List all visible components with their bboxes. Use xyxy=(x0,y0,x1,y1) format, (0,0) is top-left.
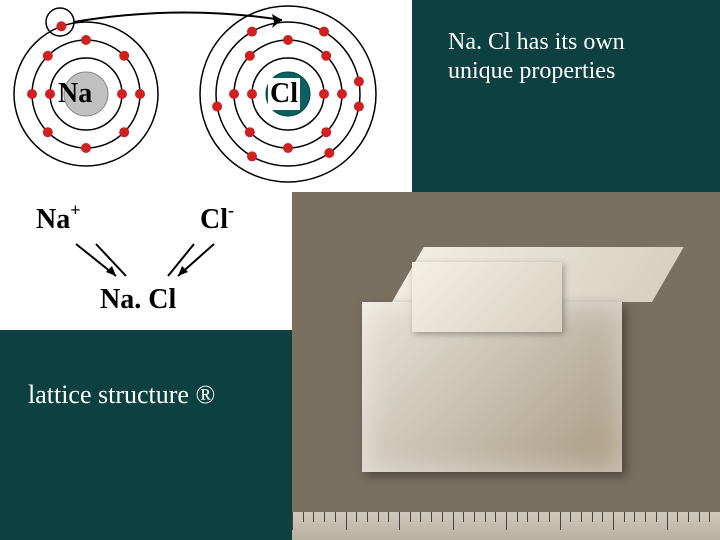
electron-icon xyxy=(245,127,255,137)
electron-icon xyxy=(119,127,129,137)
ruler-tick xyxy=(485,512,486,522)
electron-icon xyxy=(324,148,334,158)
ruler-tick xyxy=(517,512,518,522)
ruler-tick xyxy=(442,512,443,522)
ruler-tick xyxy=(634,512,635,522)
title-line1: Na. Cl has its own xyxy=(448,29,625,55)
electron-icon xyxy=(43,51,53,61)
ruler-tick xyxy=(431,512,432,522)
ruler-tick xyxy=(399,512,400,530)
ruler-tick xyxy=(645,512,646,522)
ruler-tick xyxy=(613,512,614,530)
electron-icon xyxy=(319,27,329,37)
ruler-tick xyxy=(292,512,293,530)
ruler-tick xyxy=(474,512,475,522)
arrow-head-icon xyxy=(272,14,282,28)
electron-icon xyxy=(56,21,66,31)
crystal-cube-inner xyxy=(412,262,562,332)
ruler-tick xyxy=(378,512,379,522)
ruler-tick xyxy=(699,512,700,522)
electron-icon xyxy=(247,151,257,161)
ruler-tick xyxy=(495,512,496,522)
ruler-tick xyxy=(303,512,304,522)
ruler-tick xyxy=(388,512,389,522)
ruler-tick xyxy=(335,512,336,522)
ruler-tick xyxy=(570,512,571,522)
ruler-tick xyxy=(367,512,368,522)
ruler-tick xyxy=(602,512,603,522)
electron-icon xyxy=(319,89,329,99)
ruler-tick xyxy=(313,512,314,522)
ions-panel: Na+ Cl- Na. Cl xyxy=(0,192,292,330)
electron-icon xyxy=(245,51,255,61)
ruler-tick xyxy=(538,512,539,522)
electron-icon xyxy=(119,51,129,61)
cl-atom-label: Cl xyxy=(268,78,300,110)
ruler-tick xyxy=(527,512,528,522)
ruler-tick xyxy=(592,512,593,522)
title-text: Na. Cl has its own unique properties xyxy=(448,28,625,86)
ruler-tick xyxy=(324,512,325,522)
ruler xyxy=(292,512,720,540)
electron-icon xyxy=(45,89,55,99)
arrow-left-head-icon xyxy=(106,266,116,276)
ruler-tick xyxy=(560,512,561,530)
electron-icon xyxy=(283,35,293,45)
electron-icon xyxy=(212,102,222,112)
ruler-tick xyxy=(581,512,582,522)
ruler-tick xyxy=(346,512,347,530)
electron-icon xyxy=(81,143,91,153)
ruler-tick xyxy=(356,512,357,522)
ruler-tick xyxy=(667,512,668,530)
ruler-tick xyxy=(453,512,454,530)
na-atom-label: Na xyxy=(58,78,92,110)
ruler-tick xyxy=(624,512,625,522)
electron-icon xyxy=(135,89,145,99)
ruler-tick xyxy=(656,512,657,522)
title-line2: unique properties xyxy=(448,58,615,84)
electron-icon xyxy=(43,127,53,137)
bohr-diagram-panel: Na Cl xyxy=(0,0,412,192)
electron-icon xyxy=(321,127,331,137)
ruler-tick xyxy=(688,512,689,522)
electron-icon xyxy=(354,102,364,112)
crystal-photo-panel xyxy=(292,192,720,540)
electron-icon xyxy=(27,89,37,99)
ruler-tick xyxy=(506,512,507,530)
electron-icon xyxy=(81,35,91,45)
ruler-tick xyxy=(420,512,421,522)
ruler-tick xyxy=(677,512,678,522)
electron-icon xyxy=(321,51,331,61)
electron-icon xyxy=(247,27,257,37)
lattice-caption: lattice structure ® xyxy=(28,380,215,410)
ion-arrows-svg xyxy=(0,192,292,330)
ruler-tick xyxy=(709,512,710,522)
electron-icon xyxy=(117,89,127,99)
electron-icon xyxy=(229,89,239,99)
ruler-tick xyxy=(463,512,464,522)
electron-icon xyxy=(283,143,293,153)
electron-icon xyxy=(337,89,347,99)
ruler-tick xyxy=(549,512,550,522)
ruler-tick xyxy=(410,512,411,522)
electron-icon xyxy=(247,89,257,99)
electron-icon xyxy=(354,77,364,87)
